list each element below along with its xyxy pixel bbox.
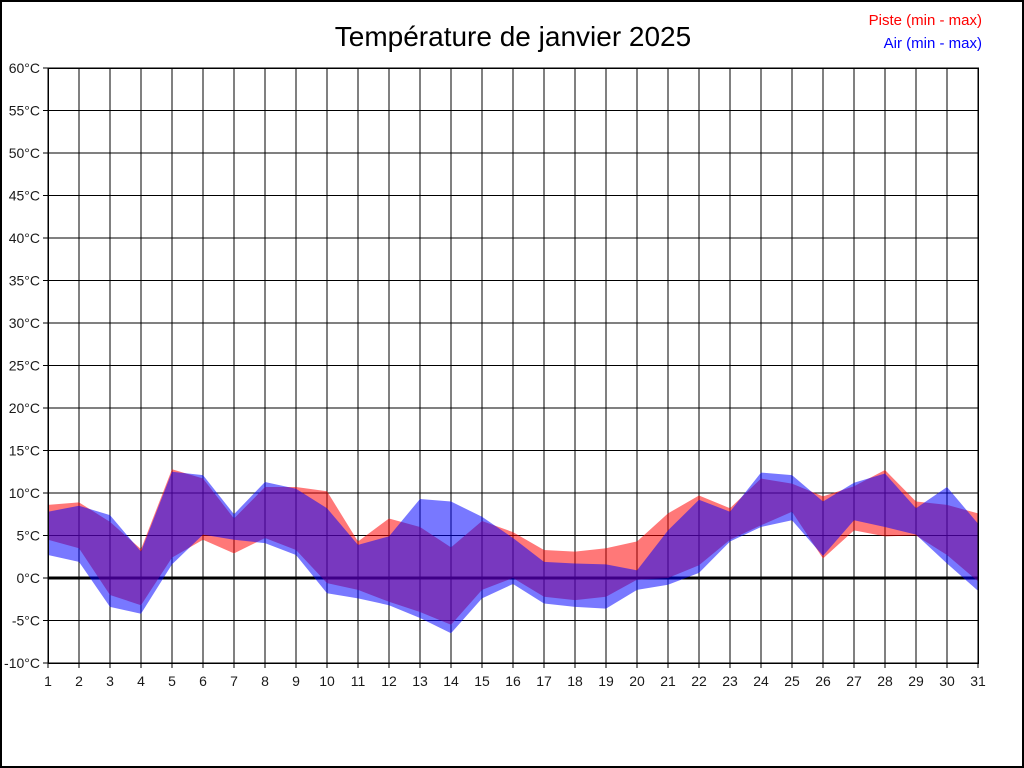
x-tick-label: 3 — [106, 673, 114, 689]
x-tick-label: 30 — [939, 673, 955, 689]
temperature-bands — [48, 469, 978, 634]
x-tick-label: 22 — [691, 673, 707, 689]
x-tick-label: 9 — [292, 673, 300, 689]
x-tick-label: 13 — [412, 673, 428, 689]
x-tick-label: 12 — [381, 673, 397, 689]
y-tick-label: 15°C — [9, 443, 40, 459]
y-tick-label: 20°C — [9, 400, 40, 416]
y-tick-label: 30°C — [9, 315, 40, 331]
x-tick-label: 27 — [846, 673, 862, 689]
x-tick-label: 23 — [722, 673, 738, 689]
x-tick-label: 10 — [319, 673, 335, 689]
x-tick-label: 6 — [199, 673, 207, 689]
y-tick-label: 50°C — [9, 145, 40, 161]
y-tick-label: 45°C — [9, 188, 40, 204]
axis-ticks — [43, 67, 979, 668]
y-tick-label: 5°C — [17, 528, 41, 544]
air-band — [48, 471, 978, 634]
y-tick-label: 25°C — [9, 358, 40, 374]
x-tick-label: 20 — [629, 673, 645, 689]
y-tick-label: 55°C — [9, 103, 40, 119]
y-tick-label: 40°C — [9, 230, 40, 246]
x-tick-label: 26 — [815, 673, 831, 689]
x-tick-label: 2 — [75, 673, 83, 689]
y-tick-label: 35°C — [9, 273, 40, 289]
x-tick-label: 17 — [536, 673, 552, 689]
x-tick-label: 16 — [505, 673, 521, 689]
y-tick-label: 60°C — [9, 60, 40, 76]
x-tick-label: 31 — [970, 673, 986, 689]
x-tick-label: 19 — [598, 673, 614, 689]
x-tick-label: 28 — [877, 673, 893, 689]
x-tick-label: 5 — [168, 673, 176, 689]
x-tick-label: 25 — [784, 673, 800, 689]
legend-item-air: Air (min - max) — [884, 35, 982, 52]
x-tick-label: 18 — [567, 673, 583, 689]
x-tick-label: 11 — [351, 673, 366, 689]
x-tick-label: 8 — [261, 673, 269, 689]
y-tick-label: -10°C — [4, 655, 40, 671]
x-tick-label: 15 — [474, 673, 490, 689]
x-tick-label: 24 — [753, 673, 769, 689]
x-tick-label: 21 — [660, 673, 676, 689]
y-tick-label: 0°C — [17, 570, 41, 586]
x-tick-label: 1 — [44, 673, 52, 689]
y-tick-label: 10°C — [9, 485, 40, 501]
x-tick-label: 29 — [908, 673, 924, 689]
x-tick-label: 4 — [137, 673, 145, 689]
y-tick-label: -5°C — [12, 613, 40, 629]
axis-labels: 60°C55°C50°C45°C40°C35°C30°C25°C20°C15°C… — [4, 60, 986, 689]
chart-title: Température de janvier 2025 — [335, 21, 691, 52]
legend-item-piste: Piste (min - max) — [869, 12, 982, 29]
x-tick-label: 14 — [443, 673, 459, 689]
x-tick-label: 7 — [230, 673, 238, 689]
